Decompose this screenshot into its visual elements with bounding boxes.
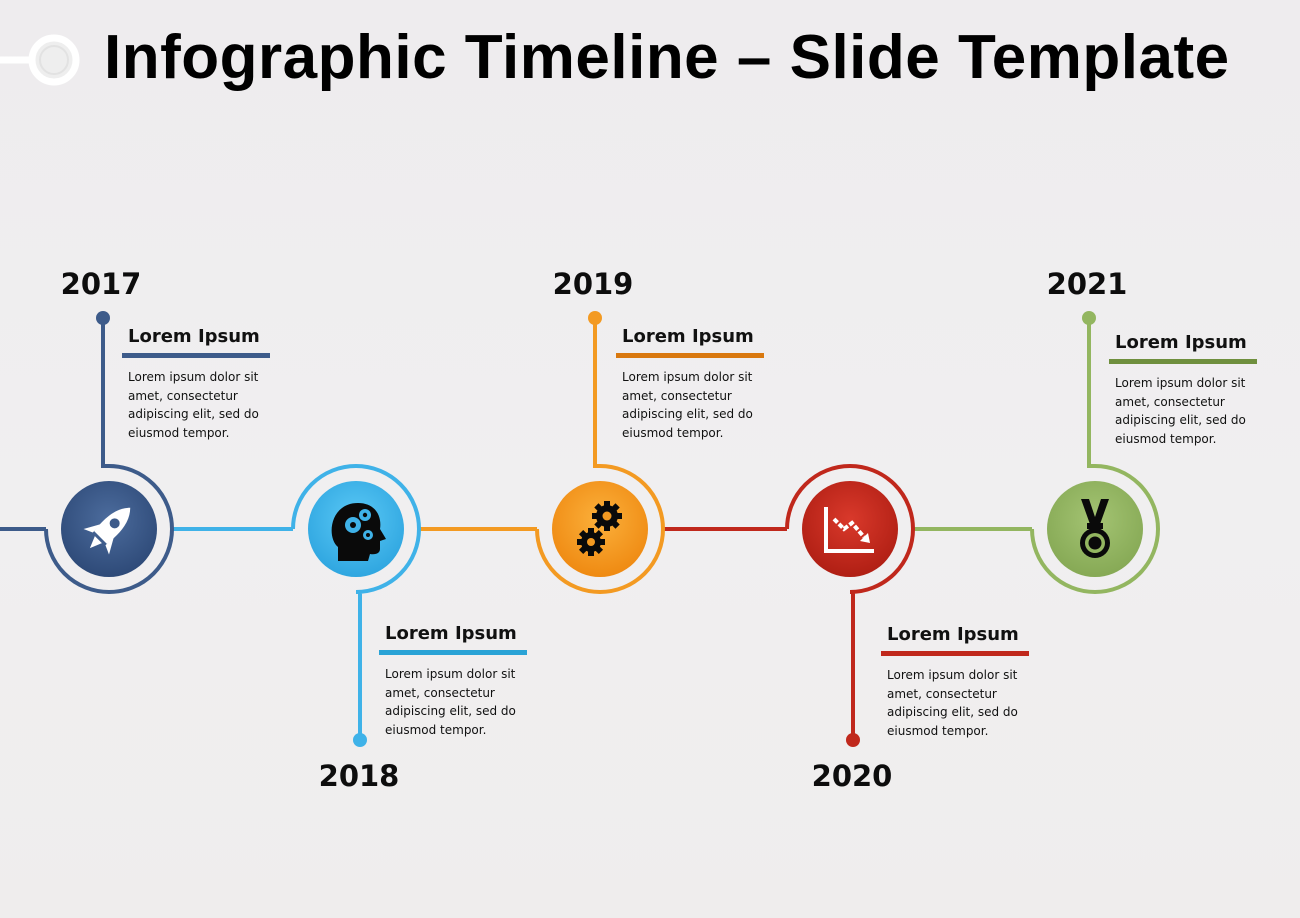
year-label: 2021: [1046, 267, 1128, 301]
page-title: Infographic Timeline – Slide Template: [104, 23, 1230, 92]
card-heading: Lorem Ipsum: [887, 624, 1019, 645]
rocket-icon: [83, 507, 131, 555]
medal-icon: [1080, 499, 1110, 558]
card-text: Lorem ipsum dolor sit amet, consectetur …: [887, 668, 1018, 738]
year-label: 2020: [811, 759, 893, 793]
milestone-card-2019: Lorem Ipsum Lorem ipsum dolor sit amet, …: [616, 326, 766, 442]
card-rule: [122, 353, 270, 358]
milestone-2021-marker: [1030, 311, 1160, 594]
card-rule: [616, 353, 764, 358]
card-text: Lorem ipsum dolor sit amet, consectetur …: [128, 370, 259, 440]
card-heading: Lorem Ipsum: [622, 326, 754, 347]
card-rule: [1109, 359, 1257, 364]
card-heading: Lorem Ipsum: [1115, 332, 1247, 353]
milestone-2018-marker: [291, 464, 421, 747]
card-heading: Lorem Ipsum: [385, 623, 517, 644]
card-rule: [379, 650, 527, 655]
milestone-card-2020: Lorem Ipsum Lorem ipsum dolor sit amet, …: [881, 624, 1031, 740]
declining-chart-icon: [824, 507, 874, 553]
card-rule: [881, 651, 1029, 656]
milestone-card-2018: Lorem Ipsum Lorem ipsum dolor sit amet, …: [379, 623, 529, 739]
card-text: Lorem ipsum dolor sit amet, consectetur …: [1115, 376, 1246, 446]
year-label: 2018: [318, 759, 400, 793]
year-label: 2019: [552, 267, 634, 301]
gears-icon: [577, 501, 622, 556]
milestone-card-2021: Lorem Ipsum Lorem ipsum dolor sit amet, …: [1109, 332, 1259, 448]
milestone-card-2017: Lorem Ipsum Lorem ipsum dolor sit amet, …: [122, 326, 272, 442]
year-label: 2017: [60, 267, 142, 301]
head-gears-icon: [331, 503, 386, 561]
logo-mark-icon: [0, 34, 80, 86]
card-text: Lorem ipsum dolor sit amet, consectetur …: [622, 370, 753, 440]
milestone-2019-marker: [535, 311, 665, 594]
card-text: Lorem ipsum dolor sit amet, consectetur …: [385, 667, 516, 737]
card-heading: Lorem Ipsum: [128, 326, 260, 347]
milestone-2020-marker: [785, 464, 915, 747]
milestone-2017-marker: [44, 311, 174, 594]
